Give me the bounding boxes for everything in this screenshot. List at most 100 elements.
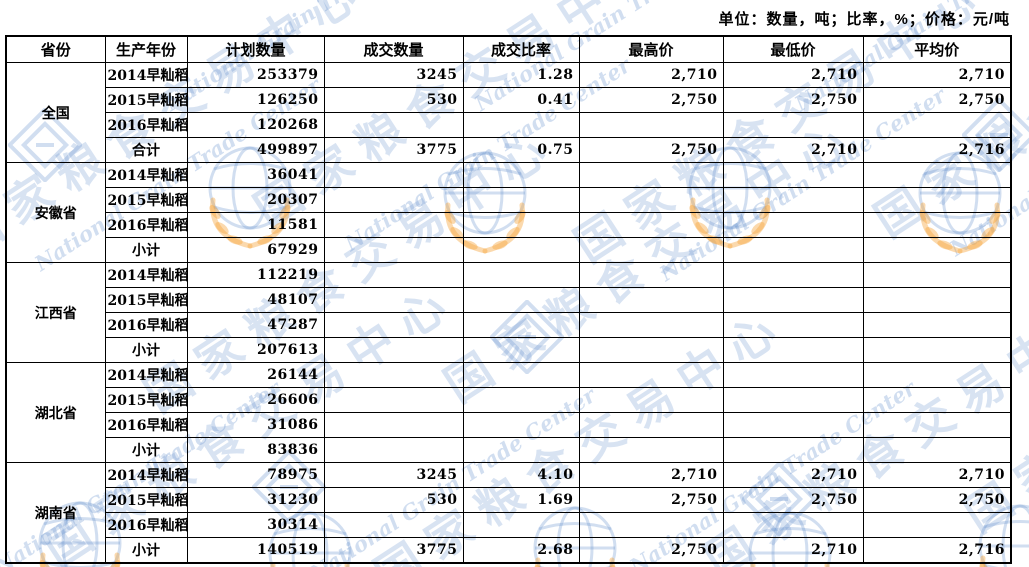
traded-qty-cell [323, 187, 464, 213]
province-cell: 安徽省 [5, 162, 106, 263]
avg-price-cell: 2,750 [862, 487, 1012, 513]
column-header-traded-qty: 成交数量 [323, 35, 464, 63]
trade-ratio-cell [462, 262, 580, 288]
trade-ratio-total-cell [462, 337, 580, 363]
column-header-trade-ratio: 成交比率 [462, 35, 580, 63]
trade-ratio-cell [462, 162, 580, 188]
auction-results-table: 省份 生产年份 计划数量 成交数量 成交比率 最高价 最低价 平均价 全国 201… [5, 35, 1012, 564]
year-cell: 2014早籼稻 [104, 362, 188, 388]
table-header: 省份 生产年份 计划数量 成交数量 成交比率 最高价 最低价 平均价 [5, 35, 1012, 63]
low-price-cell: 2,750 [722, 87, 864, 113]
low-price-cell: 2,710 [722, 462, 864, 488]
year-cell: 2015早籼稻 [104, 287, 188, 313]
avg-price-total-cell [862, 237, 1012, 263]
planned-qty-cell: 47287 [186, 312, 325, 338]
column-header-year: 生产年份 [104, 35, 188, 63]
table-row: 2016早籼稻 47287 [6, 312, 1012, 338]
province-cell: 湖北省 [5, 362, 106, 463]
high-price-total-cell: 2,750 [578, 537, 724, 564]
traded-qty-total-cell [323, 437, 464, 463]
table-row: 2016早籼稻 30314 [6, 512, 1012, 538]
low-price-cell [722, 287, 864, 313]
avg-price-total-cell [862, 437, 1012, 463]
trade-ratio-cell [462, 287, 580, 313]
avg-price-cell [862, 162, 1012, 188]
table-row: 全国 2014早籼稻 253379 3245 1.28 2,710 2,710 2,710 [5, 62, 1012, 163]
low-price-cell [722, 312, 864, 338]
avg-price-cell [862, 412, 1012, 438]
table-row: 2015早籼稻 20307 [6, 187, 1012, 213]
high-price-cell [578, 362, 724, 388]
high-price-cell [578, 112, 724, 138]
avg-price-cell: 2,710 [862, 62, 1012, 88]
trade-ratio-cell: 4.10 [462, 462, 580, 488]
header-row: 省份 生产年份 计划数量 成交数量 成交比率 最高价 最低价 平均价 [5, 35, 1012, 63]
year-cell: 2016早籼稻 [104, 312, 188, 338]
year-cell: 2014早籼稻 [104, 262, 188, 288]
trade-ratio-cell [462, 112, 580, 138]
table-row: 安徽省 2014早籼稻 36041 [5, 162, 1012, 263]
high-price-cell [578, 262, 724, 288]
high-price-cell: 2,750 [578, 87, 724, 113]
year-cell: 2016早籼稻 [104, 412, 188, 438]
total-label-cell: 小计 [104, 237, 188, 263]
trade-ratio-cell [462, 362, 580, 388]
trade-ratio-cell [462, 312, 580, 338]
column-header-province: 省份 [5, 35, 106, 63]
planned-qty-total-cell: 67929 [186, 237, 325, 263]
planned-qty-cell: 26144 [186, 362, 325, 388]
traded-qty-cell [323, 512, 464, 538]
planned-qty-total-cell: 499897 [186, 137, 325, 163]
table-row: 湖南省 2014早籼稻 78975 3245 4.10 2,710 2,710 2,710 [5, 462, 1012, 564]
planned-qty-cell: 36041 [186, 162, 325, 188]
total-row: 小计 83836 [6, 437, 1012, 463]
high-price-cell [578, 287, 724, 313]
province-cell: 全国 [5, 62, 106, 163]
avg-price-total-cell: 2,716 [862, 537, 1012, 564]
avg-price-cell [862, 362, 1012, 388]
trade-ratio-total-cell: 2.68 [462, 537, 580, 564]
year-cell: 2016早籼稻 [104, 212, 188, 238]
high-price-total-cell [578, 437, 724, 463]
low-price-cell [722, 187, 864, 213]
avg-price-total-cell: 2,716 [862, 137, 1012, 163]
column-header-planned-qty: 计划数量 [186, 35, 325, 63]
high-price-total-cell [578, 337, 724, 363]
total-label-cell: 小计 [104, 337, 188, 363]
table-row: 2016早籼稻 31086 [6, 412, 1012, 438]
high-price-cell [578, 312, 724, 338]
low-price-cell [722, 262, 864, 288]
trade-ratio-cell [462, 212, 580, 238]
year-cell: 2014早籼稻 [104, 62, 188, 88]
low-price-cell [722, 512, 864, 538]
trade-ratio-cell [462, 412, 580, 438]
year-cell: 2015早籼稻 [104, 387, 188, 413]
year-cell: 2015早籼稻 [104, 487, 188, 513]
year-cell: 2015早籼稻 [104, 87, 188, 113]
year-cell: 2014早籼稻 [104, 462, 188, 488]
traded-qty-cell: 530 [323, 87, 464, 113]
avg-price-cell [862, 287, 1012, 313]
trade-ratio-cell: 1.28 [462, 62, 580, 88]
low-price-total-cell [722, 237, 864, 263]
low-price-total-cell [722, 437, 864, 463]
avg-price-cell: 2,710 [862, 462, 1012, 488]
high-price-cell: 2,750 [578, 487, 724, 513]
traded-qty-total-cell [323, 337, 464, 363]
avg-price-cell: 2,750 [862, 87, 1012, 113]
traded-qty-total-cell [323, 237, 464, 263]
low-price-cell: 2,750 [722, 487, 864, 513]
high-price-cell [578, 162, 724, 188]
planned-qty-total-cell: 207613 [186, 337, 325, 363]
avg-price-cell [862, 512, 1012, 538]
trade-ratio-cell: 0.41 [462, 87, 580, 113]
low-price-cell [722, 362, 864, 388]
traded-qty-total-cell: 3775 [323, 137, 464, 163]
high-price-cell [578, 387, 724, 413]
planned-qty-cell: 120268 [186, 112, 325, 138]
column-header-avg-price: 平均价 [862, 35, 1012, 63]
trade-ratio-cell: 1.69 [462, 487, 580, 513]
avg-price-cell [862, 387, 1012, 413]
low-price-cell [722, 212, 864, 238]
high-price-cell [578, 512, 724, 538]
